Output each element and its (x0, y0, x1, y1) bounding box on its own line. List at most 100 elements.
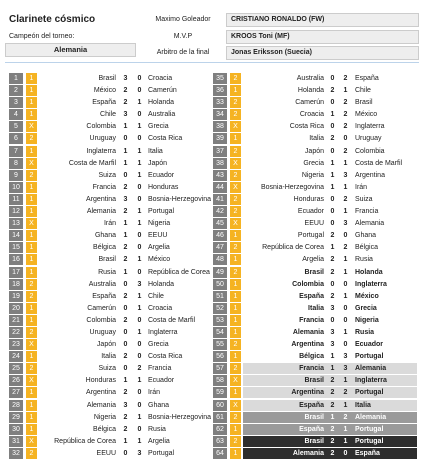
home-score[interactable]: 0 (123, 365, 128, 373)
away-score[interactable]: 1 (137, 171, 142, 179)
home-score[interactable]: 3 (123, 111, 128, 119)
home-score[interactable]: 2 (123, 208, 128, 216)
away-score[interactable]: 2 (343, 147, 348, 155)
away-score[interactable]: 0 (343, 135, 348, 143)
away-score[interactable]: 2 (343, 111, 348, 119)
away-score[interactable]: 3 (343, 353, 348, 361)
home-score[interactable]: 2 (123, 256, 128, 264)
result-badge[interactable]: 1 (230, 302, 241, 314)
away-score[interactable]: 0 (137, 135, 142, 143)
home-score[interactable]: 3 (330, 341, 335, 349)
away-score[interactable]: 0 (137, 268, 142, 276)
home-score[interactable]: 1 (123, 377, 128, 385)
home-score[interactable]: 0 (330, 220, 335, 228)
result-badge[interactable]: X (26, 121, 37, 133)
away-score[interactable]: 1 (343, 377, 348, 385)
home-score[interactable]: 3 (330, 304, 335, 312)
home-score[interactable]: 0 (330, 123, 335, 131)
home-score[interactable]: 1 (330, 244, 335, 252)
result-badge[interactable]: 1 (230, 133, 241, 145)
home-score[interactable]: 0 (123, 171, 128, 179)
result-badge[interactable]: 2 (230, 242, 241, 254)
result-badge[interactable]: 2 (230, 169, 241, 181)
away-score[interactable]: 1 (343, 208, 348, 216)
away-score[interactable]: 1 (137, 328, 142, 336)
home-score[interactable]: 3 (123, 75, 128, 82)
away-score[interactable]: 2 (343, 99, 348, 107)
home-score[interactable]: 3 (123, 401, 128, 409)
result-badge[interactable]: X (230, 181, 241, 193)
away-score[interactable]: 3 (343, 220, 348, 228)
away-score[interactable]: 0 (343, 341, 348, 349)
result-badge[interactable]: 1 (26, 206, 37, 218)
away-score[interactable]: 0 (343, 232, 348, 240)
away-score[interactable]: 1 (137, 292, 142, 300)
home-score[interactable]: 0 (123, 304, 128, 312)
result-badge[interactable]: 1 (26, 411, 37, 423)
home-score[interactable]: 1 (330, 413, 335, 421)
result-badge[interactable]: 2 (26, 278, 37, 290)
away-score[interactable]: 0 (137, 111, 142, 119)
result-badge[interactable]: X (230, 157, 241, 169)
away-score[interactable]: 1 (343, 87, 348, 95)
final-referee-field[interactable]: Jonas Eriksson (Suecia) (226, 46, 419, 60)
home-score[interactable]: 1 (123, 232, 128, 240)
result-badge[interactable]: 2 (26, 290, 37, 302)
result-badge[interactable]: 1 (26, 302, 37, 314)
away-score[interactable]: 1 (343, 437, 348, 445)
home-score[interactable]: 3 (123, 195, 128, 203)
result-badge[interactable]: 1 (26, 387, 37, 399)
top-scorer-field[interactable]: CRISTIANO RONALDO (FW) (226, 13, 419, 27)
result-badge[interactable]: 2 (230, 193, 241, 205)
away-score[interactable]: 1 (343, 292, 348, 300)
home-score[interactable]: 2 (330, 437, 335, 445)
champion-field[interactable]: Alemania (5, 43, 136, 57)
away-score[interactable]: 0 (137, 316, 142, 324)
away-score[interactable]: 1 (137, 147, 142, 155)
home-score[interactable]: 0 (123, 135, 128, 143)
home-score[interactable]: 1 (123, 220, 128, 228)
away-score[interactable]: 2 (343, 123, 348, 131)
away-score[interactable]: 2 (343, 389, 348, 397)
away-score[interactable]: 2 (343, 75, 348, 82)
home-score[interactable]: 2 (123, 425, 128, 433)
away-score[interactable]: 2 (137, 365, 142, 373)
away-score[interactable]: 0 (137, 341, 142, 349)
home-score[interactable]: 1 (123, 123, 128, 131)
result-badge[interactable]: 1 (26, 254, 37, 266)
away-score[interactable]: 0 (343, 304, 348, 312)
away-score[interactable]: 0 (137, 87, 142, 95)
home-score[interactable]: 3 (330, 328, 335, 336)
away-score[interactable]: 1 (343, 328, 348, 336)
home-score[interactable]: 0 (330, 195, 335, 203)
home-score[interactable]: 2 (330, 425, 335, 433)
result-badge[interactable]: 1 (26, 423, 37, 435)
result-badge[interactable]: 2 (26, 326, 37, 338)
home-score[interactable]: 2 (123, 99, 128, 107)
home-score[interactable]: 1 (330, 365, 335, 373)
home-score[interactable]: 2 (123, 292, 128, 300)
away-score[interactable]: 0 (137, 401, 142, 409)
home-score[interactable]: 2 (330, 256, 335, 264)
result-badge[interactable]: 1 (26, 109, 37, 121)
result-badge[interactable]: 1 (230, 387, 241, 399)
away-score[interactable]: 1 (137, 437, 142, 445)
result-badge[interactable]: X (26, 339, 37, 351)
result-badge[interactable]: 2 (26, 169, 37, 181)
result-badge[interactable]: 1 (26, 73, 37, 84)
away-score[interactable]: 2 (343, 413, 348, 421)
result-badge[interactable]: 1 (26, 314, 37, 326)
away-score[interactable]: 0 (137, 425, 142, 433)
home-score[interactable]: 2 (123, 413, 128, 421)
away-score[interactable]: 0 (137, 183, 142, 191)
result-badge[interactable]: 1 (230, 423, 241, 435)
result-badge[interactable]: 2 (230, 97, 241, 109)
home-score[interactable]: 2 (330, 135, 335, 143)
away-score[interactable]: 2 (343, 244, 348, 252)
home-score[interactable]: 2 (123, 87, 128, 95)
away-score[interactable]: 0 (137, 244, 142, 252)
result-badge[interactable]: 1 (26, 181, 37, 193)
result-badge[interactable]: 1 (26, 351, 37, 363)
result-badge[interactable]: 1 (230, 230, 241, 242)
home-score[interactable]: 2 (123, 244, 128, 252)
